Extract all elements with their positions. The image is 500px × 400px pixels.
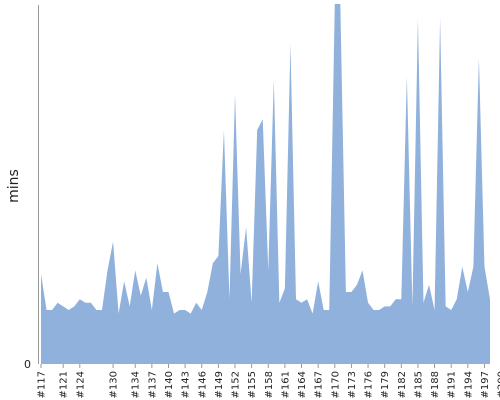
x-tick-label: #200 <box>497 371 500 398</box>
x-tick-label: #176 <box>364 371 375 398</box>
x-tick-label: #170 <box>330 371 341 398</box>
x-tick-label: #149 <box>214 371 225 398</box>
x-tick-label: #191 <box>447 371 458 398</box>
x-tick-label: #158 <box>264 371 275 398</box>
x-tick-label: #188 <box>430 371 441 398</box>
x-tick-label: #155 <box>247 371 258 398</box>
x-tick-label: #197 <box>480 371 491 398</box>
x-tick-label: #161 <box>280 371 291 398</box>
x-tick-label: #137 <box>147 371 158 398</box>
x-tick-label: #117 <box>37 371 48 398</box>
x-tick-label: #173 <box>347 371 358 398</box>
x-tick-label: #143 <box>181 371 192 398</box>
x-axis-ticks: #117 #121 #124 #130 #134 #137 #140 #143 #146 #149… <box>37 364 500 398</box>
y-axis-label: mins <box>6 169 22 203</box>
x-tick-label: #179 <box>380 371 391 398</box>
x-tick-label: #194 <box>463 371 474 398</box>
x-tick-label: #152 <box>231 371 242 398</box>
y-tick-label: 0 <box>24 358 31 371</box>
x-tick-label: #185 <box>413 371 424 398</box>
x-tick-label: #121 <box>59 371 70 398</box>
x-tick-label: #134 <box>131 371 142 398</box>
x-tick-label: #167 <box>314 371 325 398</box>
x-tick-label: #146 <box>197 371 208 398</box>
x-tick-label: #140 <box>164 371 175 398</box>
plot-area <box>41 4 490 364</box>
x-tick-label: #182 <box>397 371 408 398</box>
y-axis-ticks: 0 <box>24 358 31 371</box>
x-tick-label: #130 <box>109 371 120 398</box>
area-series <box>41 4 490 364</box>
x-tick-label: #164 <box>297 371 308 398</box>
x-tick-label: #124 <box>75 371 86 398</box>
